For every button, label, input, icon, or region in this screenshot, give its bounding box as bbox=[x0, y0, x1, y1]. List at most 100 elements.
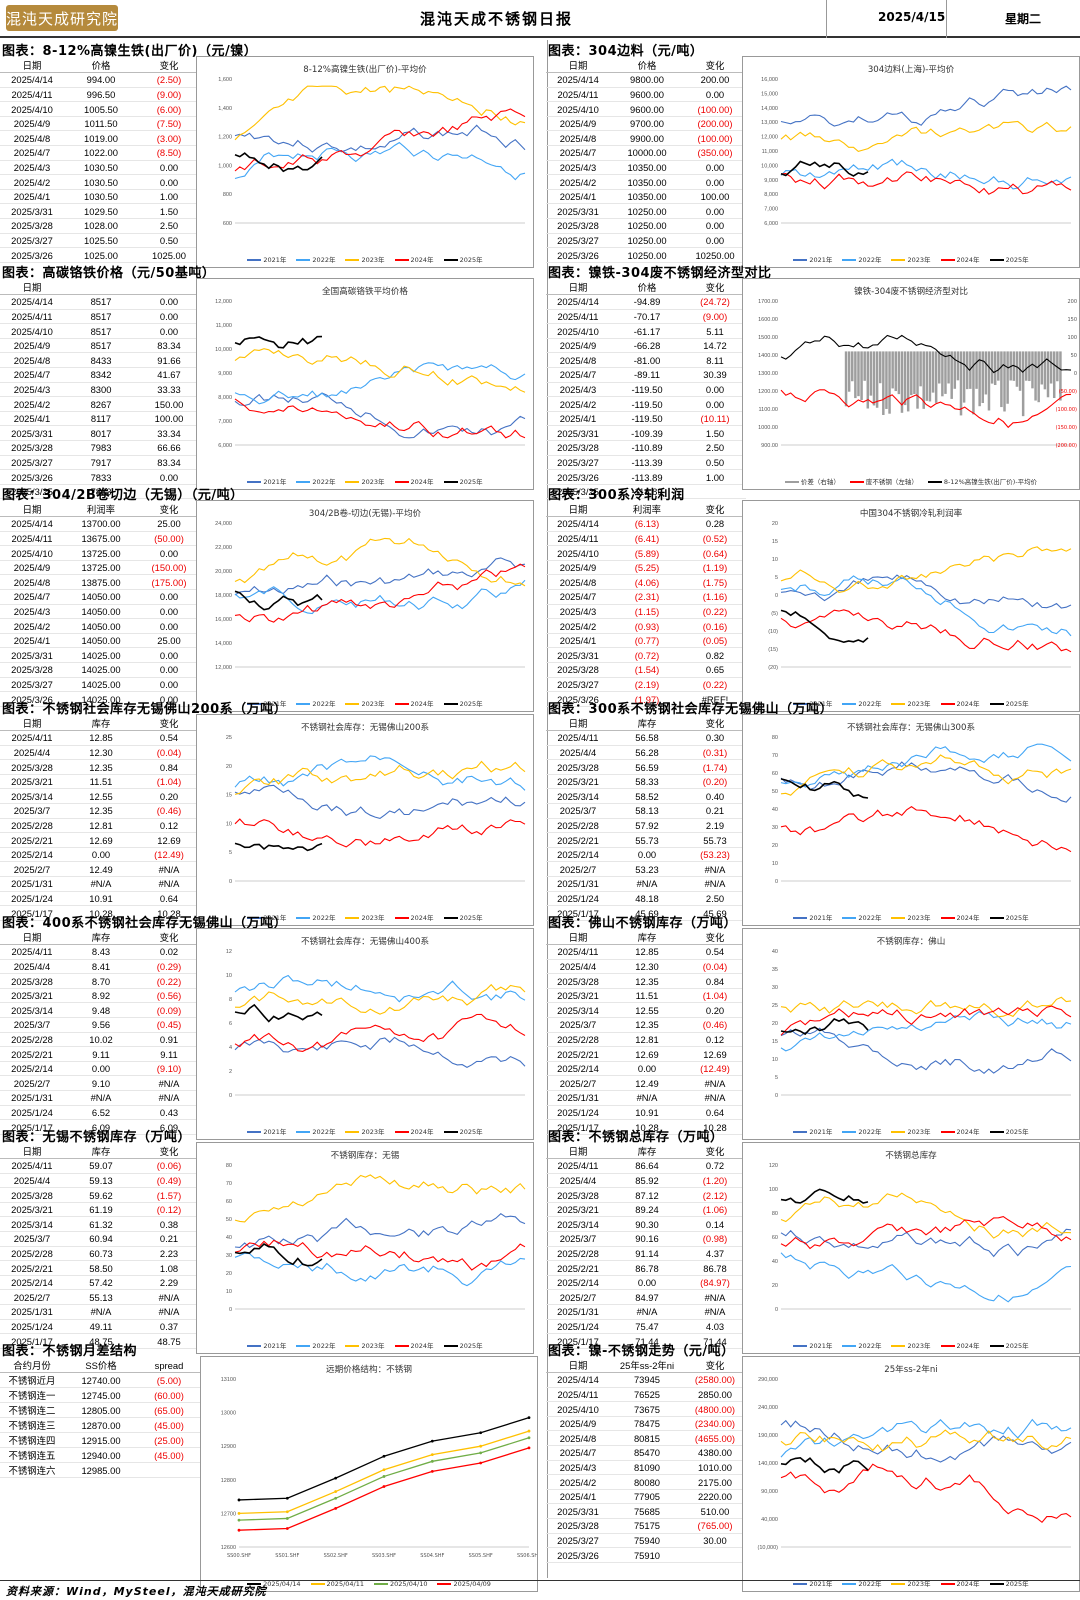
table-cell: 12.69 bbox=[138, 832, 200, 848]
chart-legend: 2021年 2022年 2023年 2024年 2025年 bbox=[197, 476, 533, 486]
table-cell: (0.46) bbox=[138, 803, 200, 819]
table-row: 2025/3/14 90.30 0.14 bbox=[546, 1216, 746, 1233]
table-cell: 2025/1/31 bbox=[546, 876, 610, 892]
chart: 304边料(上海)-平均价 16,000 15,000 14,000 13,000 12,… bbox=[742, 56, 1080, 268]
table-row: 2025/3/7 9.56 (0.45) bbox=[0, 1017, 200, 1033]
series-line bbox=[234, 152, 323, 173]
table-cell: 2025/4/11 bbox=[546, 730, 610, 746]
table-cell: 2850.00 bbox=[684, 1387, 746, 1403]
table-cell: 57.42 bbox=[64, 1275, 138, 1291]
table-cell: 2025/3/27 bbox=[0, 455, 64, 471]
table-cell: 2025/4/4 bbox=[546, 959, 610, 975]
series-line bbox=[780, 609, 1072, 653]
table-cell: -109.39 bbox=[610, 425, 684, 442]
table-cell: 2025/3/27 bbox=[546, 1533, 610, 1549]
table-cell: 2025/2/28 bbox=[0, 1246, 64, 1262]
table-row: 2025/4/3 10350.00 0.00 bbox=[546, 160, 746, 176]
table-row: 2025/3/31 10250.00 0.00 bbox=[546, 203, 746, 220]
table-row: 2025/3/21 58.33 (0.20) bbox=[546, 774, 746, 790]
y-tick-label: 1300.00 bbox=[758, 371, 778, 377]
table-cell: 0.43 bbox=[138, 1105, 200, 1121]
table-row: 2025/4/14 9800.00 200.00 bbox=[546, 72, 746, 88]
table-row: 2025/3/26 75910 bbox=[546, 1547, 746, 1563]
x-tick-label: SS01.SHF bbox=[275, 1553, 299, 1559]
series-point bbox=[285, 1510, 289, 1514]
y-tick-label: 1,200 bbox=[218, 135, 232, 141]
table-cell: 2025/4/7 bbox=[0, 145, 64, 161]
spread-bar bbox=[882, 351, 885, 415]
table-row: 2025/3/27 7917 83.34 bbox=[0, 455, 200, 471]
table-cell: -119.50 bbox=[610, 382, 684, 398]
table-row: 2025/3/31 14025.00 0.00 bbox=[0, 647, 200, 664]
chart: 镍铁-304废不锈钢经济型对比 1700.00 1600.00 1500.00 1400… bbox=[742, 278, 1080, 490]
series-line bbox=[234, 563, 526, 623]
table-cell: 60.73 bbox=[64, 1246, 138, 1262]
table-cell: 2025/3/26 bbox=[546, 1547, 610, 1563]
chart-title: 中国304不锈钢冷轧利润率 bbox=[859, 509, 963, 519]
table-row: 2025/2/21 9.11 9.11 bbox=[0, 1046, 200, 1062]
legend-item: 2022年 bbox=[842, 698, 881, 708]
table-cell: 59.13 bbox=[64, 1173, 138, 1189]
table-row: 2025/4/11 8517 0.00 bbox=[0, 309, 200, 325]
table-row: 2025/2/7 9.10 #N/A bbox=[0, 1075, 200, 1092]
table-cell: 2025/4/9 bbox=[0, 338, 64, 354]
series-point bbox=[237, 1518, 241, 1522]
table-cell: 86.78 bbox=[610, 1260, 684, 1276]
table-cell: 2025/3/28 bbox=[546, 440, 610, 456]
table-cell: 2025/4/11 bbox=[0, 1158, 64, 1174]
table-cell: 86.78 bbox=[684, 1260, 746, 1276]
table-cell: 14025.00 bbox=[64, 662, 138, 678]
table-cell: 2025/4/7 bbox=[0, 367, 64, 383]
table-header: 价格 bbox=[610, 58, 684, 74]
table-cell: 12870.00 bbox=[64, 1417, 138, 1434]
table-row: 2025/2/21 86.78 86.78 bbox=[546, 1260, 746, 1276]
panel-title: 图表：高碳铬铁价格（元/50基吨） bbox=[2, 266, 216, 281]
table-row: 2025/4/4 56.28 (0.31) bbox=[546, 745, 746, 761]
table-cell: 2025/4/3 bbox=[546, 604, 610, 620]
y-tick-label: 6,000 bbox=[218, 443, 232, 449]
table-cell: 2025/4/11 bbox=[0, 309, 64, 325]
y-tick-label: 2 bbox=[229, 1069, 232, 1075]
table-cell: (6.00) bbox=[138, 101, 200, 117]
table-cell: 100.00 bbox=[138, 411, 200, 427]
series-point bbox=[382, 1468, 386, 1472]
table-cell: (1.74) bbox=[684, 759, 746, 775]
table-row: 2025/1/31 #N/A #N/A bbox=[0, 1304, 200, 1320]
legend-item: 2022年 bbox=[842, 1578, 881, 1588]
table-header: 日期 bbox=[546, 930, 610, 946]
y-tick-label: 50 bbox=[226, 1217, 232, 1223]
y-tick-label: 100 bbox=[769, 1187, 778, 1193]
series-line bbox=[234, 1252, 526, 1287]
table-row: 2025/3/26 (1.97) #REF! bbox=[546, 691, 746, 707]
table-cell: (9.10) bbox=[138, 1061, 200, 1077]
spread-bar bbox=[953, 351, 957, 389]
table-cell: 56.59 bbox=[610, 759, 684, 775]
chart: 不锈钢库存：无锡 80 70 60 50 40 30 20 10 0 2021年 2022年 2023年… bbox=[196, 1142, 534, 1354]
table-cell: 0.00 bbox=[138, 677, 200, 693]
table-cell: 9800.00 bbox=[610, 72, 684, 88]
series-point bbox=[527, 1416, 531, 1420]
legend-item: 2022年 bbox=[296, 476, 335, 486]
table-cell: -110.89 bbox=[610, 440, 684, 456]
y-tick-label: 8,000 bbox=[218, 395, 232, 401]
table-cell: (200.00) bbox=[684, 116, 746, 132]
table-cell: 59.07 bbox=[64, 1158, 138, 1174]
spread-bar bbox=[885, 351, 888, 409]
table-cell: 1030.50 bbox=[64, 174, 138, 190]
series-point bbox=[430, 1439, 434, 1443]
table-cell: 10250.00 bbox=[610, 247, 684, 263]
table-header: 日期 bbox=[546, 1358, 610, 1374]
table-row: 2025/4/14 8517 0.00 bbox=[0, 294, 200, 310]
table-row: 2025/2/7 12.49 #N/A bbox=[546, 1075, 746, 1092]
table-row: 不锈钢近月 12740.00 (5.00) bbox=[0, 1372, 200, 1389]
table-cell: (175.00) bbox=[138, 574, 200, 591]
table-cell: 2025/3/7 bbox=[546, 1017, 610, 1033]
table-cell: 7833 bbox=[64, 469, 138, 485]
table-row: 2025/3/14 58.52 0.40 bbox=[546, 788, 746, 805]
table-cell: 0.02 bbox=[138, 944, 200, 960]
table-cell: 13875.00 bbox=[64, 574, 138, 591]
table-cell: 0.64 bbox=[138, 891, 200, 907]
table-cell: 13725.00 bbox=[64, 560, 138, 576]
table-cell: 10.28 bbox=[64, 905, 138, 921]
table-cell: 2025/4/14 bbox=[546, 294, 610, 310]
